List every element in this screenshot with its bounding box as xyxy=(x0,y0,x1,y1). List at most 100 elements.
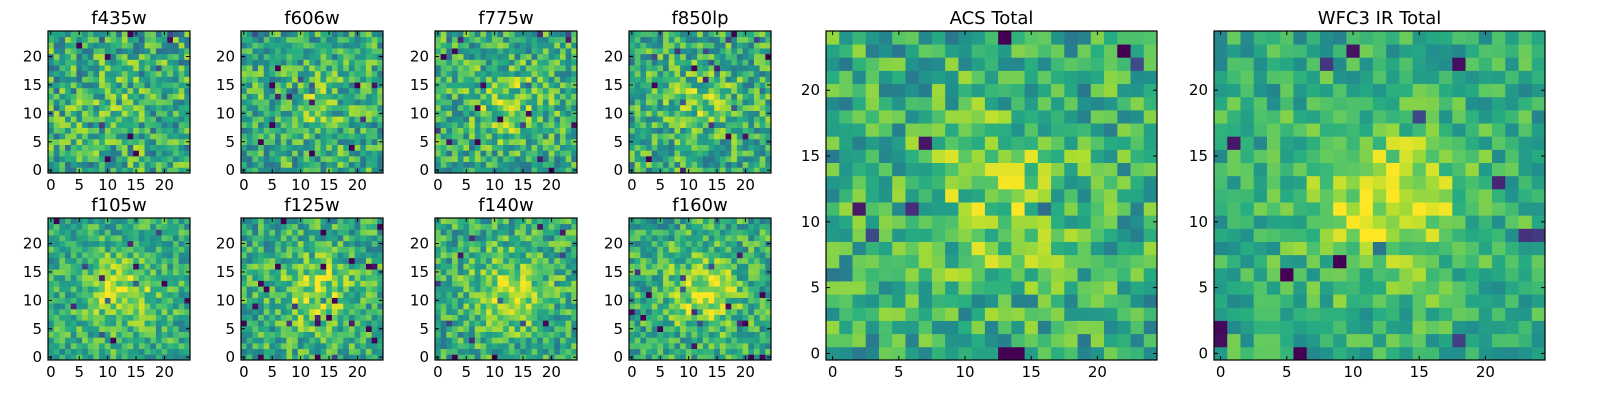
heatmap-cell xyxy=(725,320,732,327)
heatmap-cell xyxy=(503,337,510,344)
heatmap-cell xyxy=(719,274,726,281)
heatmap-cell xyxy=(343,99,350,106)
heatmap-cell xyxy=(377,348,384,355)
heatmap-cell xyxy=(309,325,316,332)
heatmap-cell xyxy=(691,31,698,38)
heatmap-cell xyxy=(759,297,766,304)
heatmap-cell xyxy=(326,269,333,276)
heatmap-cell xyxy=(629,348,636,355)
heatmap-cell xyxy=(150,76,157,83)
heatmap-cell xyxy=(76,121,83,128)
heatmap-cell xyxy=(680,104,687,111)
heatmap-cell xyxy=(554,42,561,49)
heatmap-cell xyxy=(377,42,384,49)
heatmap-cell xyxy=(297,99,304,106)
heatmap-cell xyxy=(70,150,77,157)
heatmap-cell xyxy=(172,252,180,259)
heatmap-cell xyxy=(463,280,470,287)
heatmap-cell xyxy=(354,65,361,72)
heatmap-cell xyxy=(753,314,761,321)
heatmap-cell xyxy=(184,121,191,128)
heatmap-cell xyxy=(76,337,83,344)
x-tick-label: 15 xyxy=(126,176,145,194)
heatmap-cell xyxy=(87,110,94,117)
heatmap-cell xyxy=(748,65,755,72)
heatmap-cell xyxy=(167,150,174,157)
heatmap-cell xyxy=(452,246,459,253)
heatmap-cell xyxy=(99,223,106,230)
heatmap-cell xyxy=(70,127,77,134)
heatmap-cell xyxy=(731,325,738,332)
heatmap-cell xyxy=(685,144,692,151)
heatmap-cell xyxy=(70,65,77,72)
heatmap-cell xyxy=(691,291,698,298)
heatmap-cell xyxy=(150,354,157,361)
heatmap-cell xyxy=(269,229,276,236)
heatmap-cell xyxy=(326,82,333,89)
heatmap-cell xyxy=(53,99,60,106)
heatmap-cell xyxy=(331,31,338,38)
heatmap-cell xyxy=(765,65,772,72)
heatmap-cell xyxy=(565,240,572,247)
heatmap-cell xyxy=(70,93,77,100)
heatmap-cell xyxy=(59,223,66,230)
heatmap-cell xyxy=(354,263,361,270)
heatmap-cell xyxy=(144,104,151,111)
heatmap-cell xyxy=(508,246,515,253)
heatmap-cell xyxy=(343,116,350,123)
heatmap-cell xyxy=(99,331,106,338)
heatmap-cell xyxy=(646,320,653,327)
heatmap-cell xyxy=(497,235,504,242)
heatmap-cell xyxy=(167,257,174,264)
heatmap-cell xyxy=(314,127,321,134)
heatmap-cell xyxy=(748,342,755,350)
heatmap-cell xyxy=(474,87,481,94)
heatmap-cell xyxy=(343,354,350,361)
heatmap-cell xyxy=(286,104,293,111)
heatmap-cell xyxy=(348,110,355,117)
heatmap-cell xyxy=(554,76,561,83)
heatmap-cell xyxy=(133,274,140,281)
heatmap-cell xyxy=(337,150,344,157)
heatmap-cell xyxy=(520,150,527,157)
heatmap-cell xyxy=(371,280,378,287)
heatmap-cell xyxy=(731,53,738,60)
heatmap-cell xyxy=(314,308,321,315)
heatmap-cell xyxy=(303,337,310,344)
heatmap-cell xyxy=(674,280,681,287)
heatmap-cell xyxy=(469,59,476,66)
heatmap-cell xyxy=(508,269,515,276)
heatmap-cell xyxy=(167,93,174,100)
heatmap-cell xyxy=(263,87,270,94)
panel-title: f606w xyxy=(284,8,339,29)
heatmap-cell xyxy=(178,218,185,225)
heatmap-cell xyxy=(326,257,333,264)
heatmap-cell xyxy=(486,325,493,332)
heatmap-cell xyxy=(155,87,162,94)
heatmap-cell xyxy=(629,65,636,72)
heatmap-cell xyxy=(99,297,106,304)
heatmap-cell xyxy=(53,53,60,60)
heatmap-cell xyxy=(161,133,168,140)
heatmap-cell xyxy=(275,161,282,168)
heatmap-cell xyxy=(269,314,276,321)
heatmap-cell xyxy=(252,87,259,94)
heatmap-cell xyxy=(331,331,338,338)
heatmap-cell xyxy=(537,218,544,225)
heatmap-cell xyxy=(144,331,151,338)
heatmap-cell xyxy=(691,48,698,55)
heatmap-cell xyxy=(70,325,77,332)
heatmap-cell xyxy=(297,291,304,298)
heatmap-cell xyxy=(99,348,106,355)
heatmap-cell xyxy=(377,331,384,338)
heatmap-cell xyxy=(82,53,89,60)
heatmap-cell xyxy=(76,138,83,145)
heatmap-cell xyxy=(446,144,453,151)
heatmap-cell xyxy=(309,99,316,106)
heatmap-cell xyxy=(634,116,641,123)
heatmap-cell xyxy=(542,155,549,163)
heatmap-cell xyxy=(269,342,276,350)
heatmap-cell xyxy=(474,257,481,264)
heatmap-cell xyxy=(354,280,361,287)
